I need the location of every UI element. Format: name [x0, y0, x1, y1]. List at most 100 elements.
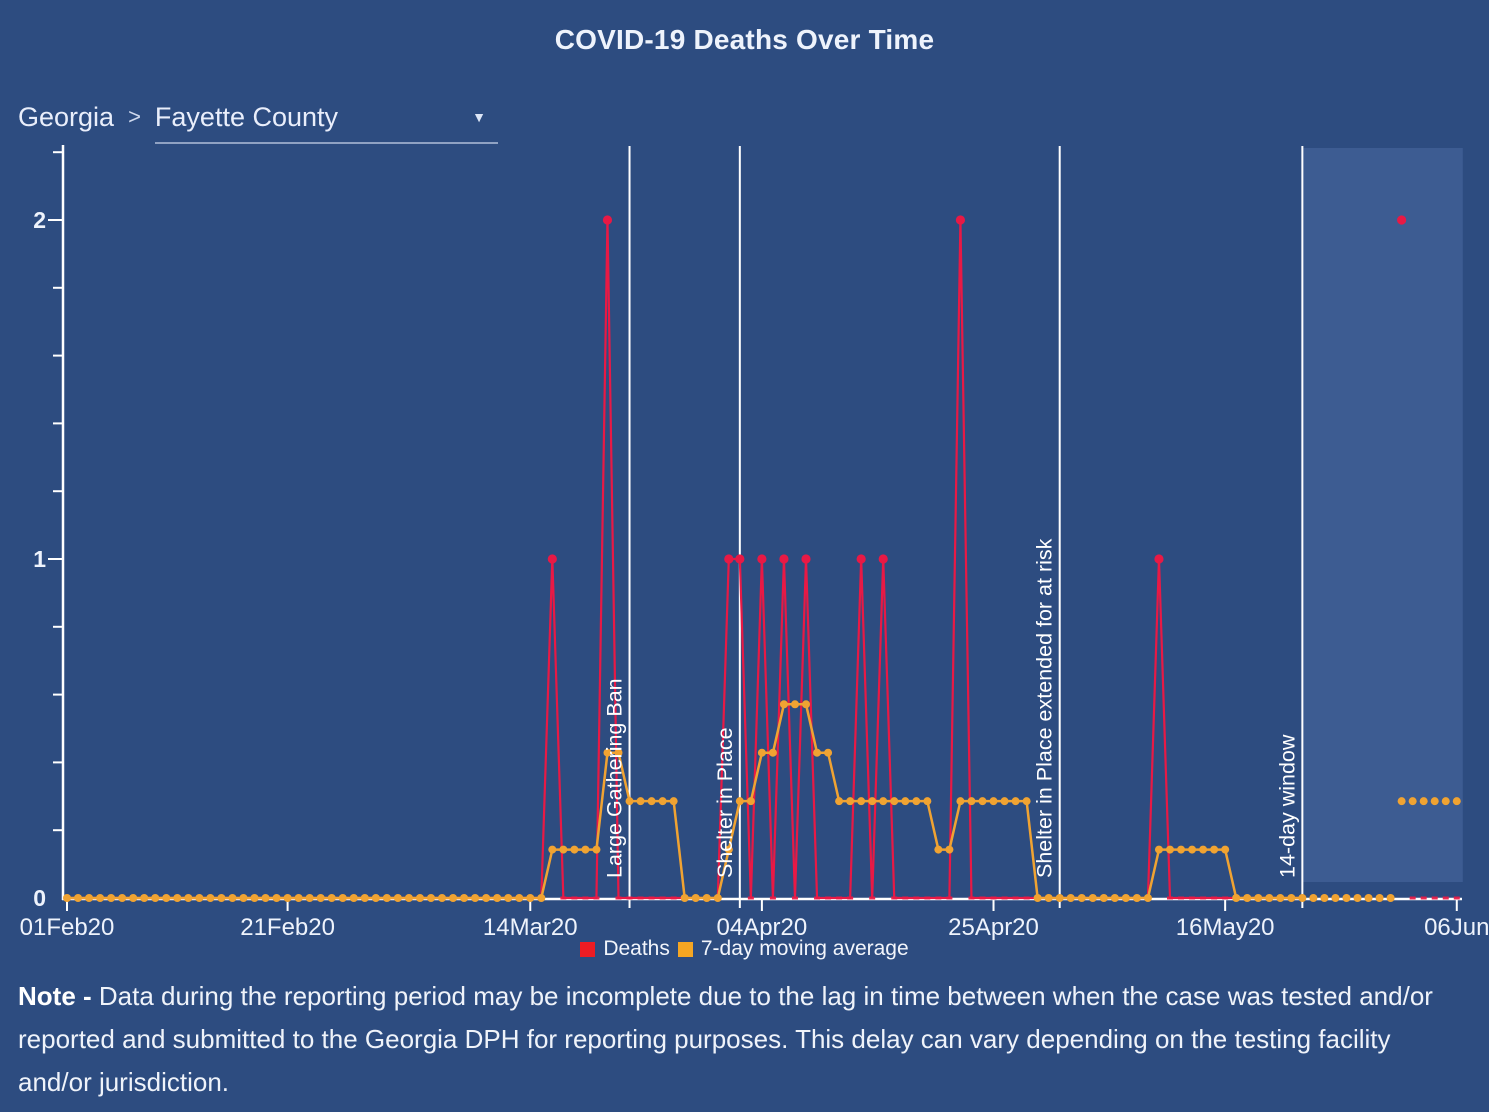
ma-point — [934, 845, 943, 854]
ma-point — [923, 797, 932, 806]
deaths-zero-mark — [935, 896, 942, 900]
ma-point — [338, 894, 347, 902]
ma-point — [724, 845, 733, 854]
deaths-zero-mark — [902, 896, 909, 900]
x-axis: 01Feb20 21Feb20 14Mar20 04Apr20 25Apr20 16May… — [20, 899, 1489, 941]
ma-point — [471, 894, 480, 902]
ma-markers — [63, 700, 1461, 902]
deaths-zero-mark — [869, 896, 876, 900]
legend-item-moving-average: 7-day moving average — [677, 937, 909, 961]
ma-point — [1397, 797, 1406, 806]
deaths-point — [724, 554, 734, 564]
deaths-zero-mark — [1012, 896, 1019, 900]
deaths-zero-mark — [946, 896, 953, 900]
breadcrumb-state-link[interactable]: Georgia — [18, 102, 115, 132]
deaths-zero-mark — [1409, 896, 1416, 900]
ma-point — [250, 894, 259, 902]
breadcrumb-separator-icon: > — [128, 104, 141, 129]
deaths-zero-mark — [814, 896, 821, 900]
ma-point — [184, 894, 193, 902]
ma-point — [393, 894, 402, 902]
ma-point — [824, 748, 833, 757]
ma-point — [548, 845, 557, 854]
x-tick-label: 21Feb20 — [240, 914, 335, 941]
deaths-zero-mark — [1200, 896, 1207, 900]
ma-point — [426, 894, 435, 902]
ma-point — [1298, 894, 1307, 902]
ma-point — [151, 894, 160, 902]
deaths-point — [801, 554, 811, 564]
ma-point — [349, 894, 358, 902]
ma-point — [779, 700, 788, 709]
x-tick-label: 04Apr20 — [717, 914, 808, 941]
ma-point — [890, 797, 899, 806]
reporting-window-shade — [1302, 148, 1463, 882]
ma-point — [228, 894, 237, 902]
ma-point — [118, 894, 127, 902]
ma-point — [1386, 894, 1395, 902]
ma-point — [316, 894, 325, 902]
ma-point — [581, 845, 590, 854]
deaths-zero-mark — [615, 896, 622, 900]
deaths-point — [1154, 554, 1164, 564]
ma-point — [669, 797, 678, 806]
y-tick-label: 0 — [33, 885, 46, 911]
deaths-zero-mark — [1001, 896, 1008, 900]
deaths-zero-mark — [659, 896, 666, 900]
deaths-zero-mark — [968, 896, 975, 900]
note-body: Data during the reporting period may be … — [18, 981, 1433, 1097]
ma-point — [746, 797, 755, 806]
x-tick-label: 14Mar20 — [483, 914, 578, 941]
ma-point — [1088, 894, 1097, 902]
chevron-down-icon: ▼ — [472, 109, 486, 125]
ma-point — [790, 700, 799, 709]
ma-point — [63, 894, 71, 902]
deaths-zero-mark — [1178, 896, 1185, 900]
deaths-point — [602, 215, 613, 225]
ma-point — [1055, 894, 1064, 902]
deaths-zero-mark — [1442, 896, 1449, 900]
ma-point — [846, 797, 855, 806]
deaths-point — [856, 554, 866, 564]
ma-point — [1143, 894, 1152, 902]
y-tick-label: 1 — [33, 546, 46, 572]
deaths-line — [67, 219, 1303, 900]
chart-legend: Deaths 7-day moving average — [0, 937, 1489, 961]
note: Note - Data during the reporting period … — [18, 975, 1464, 1104]
annotation-label: Shelter in Place — [713, 727, 737, 878]
deaths-zero-mark — [560, 896, 567, 900]
ma-point — [559, 845, 568, 854]
ma-point — [1419, 797, 1428, 806]
county-dropdown-value: Fayette County — [154, 102, 339, 132]
ma-point — [261, 894, 270, 902]
deaths-point — [878, 554, 888, 564]
ma-point — [945, 845, 954, 854]
annotation-labels: Large Gathering Ban Shelter in Place Shelt… — [603, 538, 1300, 878]
ma-point — [504, 894, 513, 902]
deaths-zero-mark — [847, 896, 854, 900]
annotation-label: Shelter in Place extended for at risk — [1033, 538, 1057, 878]
ma-point — [1177, 845, 1186, 854]
ma-point — [1375, 894, 1384, 902]
ma-point — [1099, 894, 1108, 902]
ma-point — [1265, 894, 1274, 902]
ma-point — [879, 797, 888, 806]
y-tick-label: 2 — [33, 207, 46, 233]
ma-point — [802, 700, 811, 709]
ma-point — [1441, 797, 1450, 806]
ma-point — [239, 894, 248, 902]
ma-point — [217, 894, 226, 902]
ma-point — [85, 894, 94, 902]
ma-point — [173, 894, 182, 902]
annotation-lines — [628, 146, 1304, 908]
deaths-zero-mark — [1453, 896, 1460, 900]
ma-point — [526, 894, 535, 902]
ma-point — [382, 894, 391, 902]
ma-point — [614, 748, 623, 757]
ma-point — [537, 894, 546, 902]
ma-point — [327, 894, 336, 902]
ma-point — [294, 894, 303, 902]
ma-point — [735, 797, 744, 806]
county-dropdown[interactable]: Fayette County ▼ — [154, 100, 498, 144]
deaths-point — [955, 215, 966, 225]
